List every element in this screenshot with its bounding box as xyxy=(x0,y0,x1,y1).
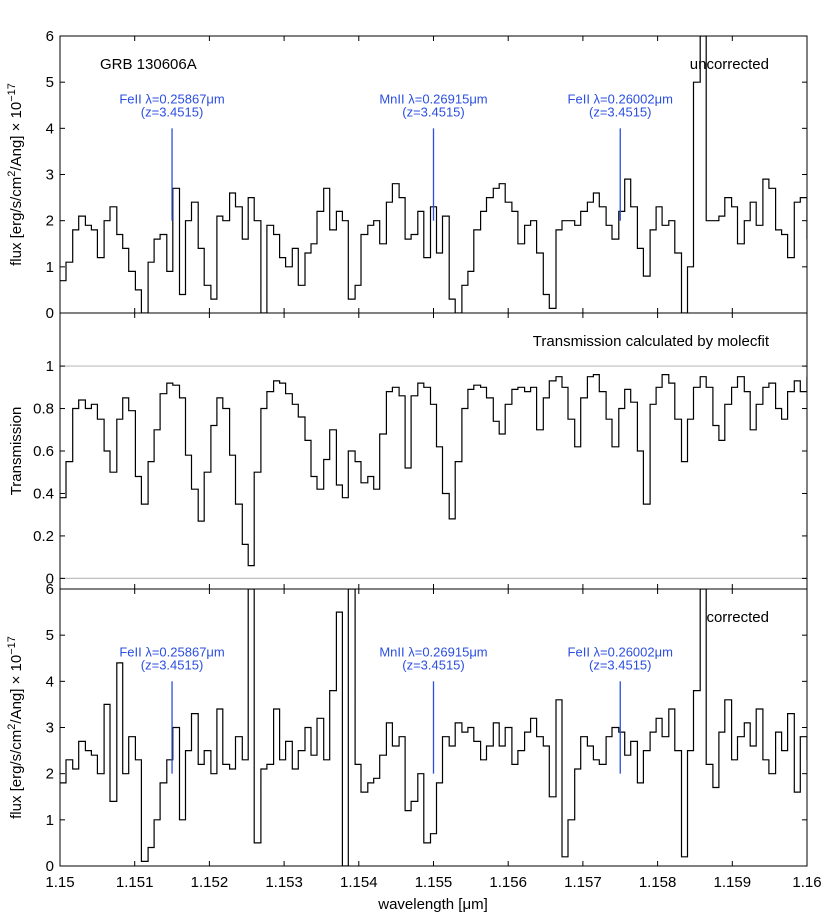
y-tick-label-bottom-1: 1 xyxy=(46,812,54,829)
x-tick-label-6: 1.156 xyxy=(489,874,527,891)
axes-frame-middle xyxy=(59,312,808,590)
annotation-label-top-2: FeII λ=0.26002μm xyxy=(568,91,673,106)
x-tick-label-3: 1.153 xyxy=(265,874,303,891)
y-axis-label-top: flux [erg/s/cm2/Ang] × 10−17 xyxy=(6,83,25,266)
x-tick-label-8: 1.158 xyxy=(639,874,677,891)
y-tick-label-top-6: 6 xyxy=(46,28,54,45)
spectrum-series-top xyxy=(60,36,807,313)
y-tick-label-top-1: 1 xyxy=(46,259,54,276)
annotation-label-bottom-1: MnII λ=0.26915μm xyxy=(379,644,487,659)
y-tick-label-bottom-6: 6 xyxy=(46,581,54,598)
panel-title-right-middle: Transmission calculated by molecfit xyxy=(533,333,770,350)
annotation-label-top-0: FeII λ=0.25867μm xyxy=(119,91,224,106)
annotation-label-bottom-0: FeII λ=0.25867μm xyxy=(119,644,224,659)
x-tick-label-1: 1.151 xyxy=(116,874,154,891)
y-tick-label-middle-4: 0.8 xyxy=(33,401,54,418)
annotation-label-top-1: MnII λ=0.26915μm xyxy=(379,91,487,106)
y-tick-label-bottom-2: 2 xyxy=(46,766,54,783)
y-tick-label-middle-1: 0.2 xyxy=(33,528,54,545)
y-tick-label-top-2: 2 xyxy=(46,213,54,230)
y-axis-label-middle: Transmission xyxy=(8,407,25,496)
y-tick-label-bottom-0: 0 xyxy=(46,858,54,875)
y-axis-label-bottom: flux [erg/s/cm2/Ang] × 10−17 xyxy=(6,636,25,819)
x-axis-label: wavelength [μm] xyxy=(377,896,488,913)
annotation-redshift-top-1: (z=3.4515) xyxy=(402,104,465,119)
y-tick-label-bottom-5: 5 xyxy=(46,627,54,644)
annotation-redshift-top-0: (z=3.4515) xyxy=(141,104,204,119)
panel-title-right-bottom: corrected xyxy=(706,609,769,626)
annotation-redshift-bottom-1: (z=3.4515) xyxy=(402,657,465,672)
y-tick-label-middle-0: 0 xyxy=(46,570,54,587)
annotation-redshift-bottom-2: (z=3.4515) xyxy=(589,657,652,672)
x-tick-label-9: 1.159 xyxy=(714,874,752,891)
annotation-redshift-top-2: (z=3.4515) xyxy=(589,104,652,119)
panel-title-right-top: uncorrected xyxy=(690,56,769,73)
panel-uncorrected-flux: 0 1 2 3 4 5 6 flux [erg/s/cm2/Ang] × 10−17 GRB 1… xyxy=(6,28,808,322)
y-tick-label-middle-3: 0.6 xyxy=(33,443,54,460)
x-tick-label-0: 1.15 xyxy=(45,874,74,891)
shared-x-axis: 1.15 1.151 1.152 1.153 1.154 1.155 1.156 1.157 1… xyxy=(45,874,821,891)
y-tick-label-top-4: 4 xyxy=(46,120,54,137)
y-tick-label-middle-2: 0.4 xyxy=(33,485,54,502)
y-tick-label-top-3: 3 xyxy=(46,167,54,184)
x-tick-label-2: 1.152 xyxy=(191,874,229,891)
y-tick-label-top-5: 5 xyxy=(46,74,54,91)
panel-corrected-flux: 0 1 2 3 4 5 6 flux [erg/s/cm2/Ang] × 10−17 corre… xyxy=(6,581,808,875)
y-tick-label-bottom-3: 3 xyxy=(46,720,54,737)
annotation-label-bottom-2: FeII λ=0.26002μm xyxy=(568,644,673,659)
panel-title-left-top: GRB 130606A xyxy=(100,56,197,73)
spectrum-series-bottom xyxy=(60,589,807,866)
x-tick-label-7: 1.157 xyxy=(564,874,602,891)
spectrum-series-middle xyxy=(60,374,807,567)
x-tick-label-10: 1.16 xyxy=(792,874,821,891)
y-tick-label-bottom-4: 4 xyxy=(46,673,54,690)
x-tick-label-4: 1.154 xyxy=(340,874,378,891)
x-tick-label-5: 1.155 xyxy=(415,874,453,891)
annotation-redshift-bottom-0: (z=3.4515) xyxy=(141,657,204,672)
y-tick-label-top-0: 0 xyxy=(46,305,54,322)
y-tick-label-middle-5: 1 xyxy=(46,358,54,375)
panel-transmission: 0 0.2 0.4 0.6 0.8 1 Transmission Transmission c… xyxy=(8,312,808,590)
